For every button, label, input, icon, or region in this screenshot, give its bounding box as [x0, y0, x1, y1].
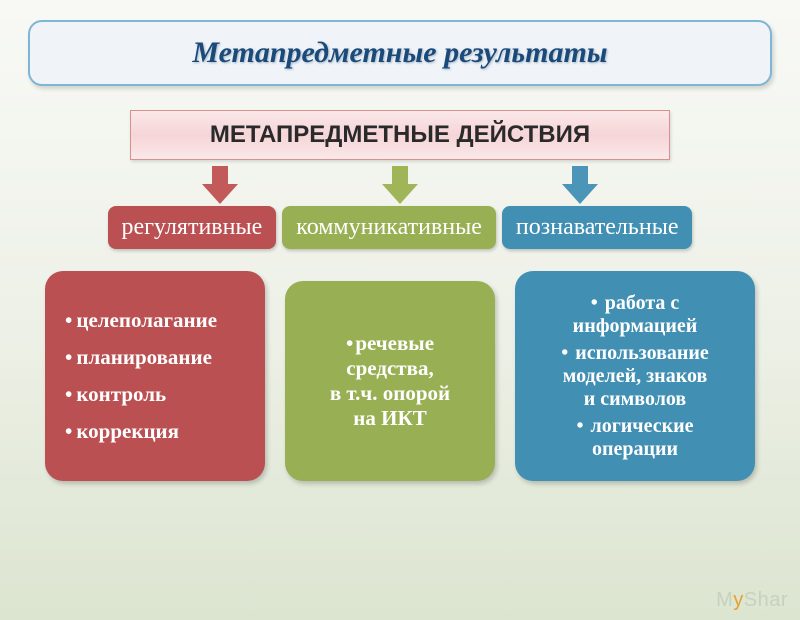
watermark: MyShar — [716, 589, 788, 612]
card-item-line: моделей, знаков — [563, 365, 708, 387]
watermark-pre: M — [716, 589, 733, 611]
card-item: планирование — [59, 345, 251, 370]
card-cognitive: работа с информацией использование модел… — [515, 271, 755, 481]
card-item: работа с информацией — [529, 292, 741, 338]
category-chips-row: регулятивные коммуникативные познаватель… — [0, 206, 800, 249]
chip-label: коммуникативные — [296, 214, 482, 240]
subtitle-bar: МЕТАПРЕДМЕТНЫЕ ДЕЙСТВИЯ — [130, 110, 670, 160]
chip-communicative: коммуникативные — [282, 206, 496, 249]
chip-label: регулятивные — [122, 214, 263, 240]
card-item: логические операции — [529, 415, 741, 461]
card-line: в т.ч. опорой — [299, 381, 481, 406]
page-title: Метапредметные результаты — [30, 36, 770, 70]
card-item-line: логические — [590, 415, 693, 437]
chip-label: познавательные — [516, 214, 679, 240]
card-item-line: и символов — [584, 388, 686, 410]
title-bar: Метапредметные результаты — [28, 20, 772, 86]
card-line: средства, — [299, 356, 481, 381]
card-item: целеполагание — [59, 308, 251, 333]
cards-row: целеполагание планирование контроль корр… — [0, 271, 800, 481]
card-item-line: работа с — [605, 292, 680, 314]
card-item: использование моделей, знаков и символов — [529, 342, 741, 411]
card-communicative: речевые средства, в т.ч. опорой на ИКТ — [285, 281, 495, 481]
card-item-line: использование — [575, 342, 709, 364]
card-item-line: информацией — [573, 315, 698, 337]
card-regulative: целеполагание планирование контроль корр… — [45, 271, 265, 481]
card-line: на ИКТ — [299, 406, 481, 431]
card-line: речевые — [346, 331, 434, 355]
watermark-post: Shar — [744, 589, 788, 611]
chip-cognitive: познавательные — [502, 206, 693, 249]
watermark-accent: y — [733, 589, 744, 611]
chip-regulative: регулятивные — [108, 206, 277, 249]
card-item-line: операции — [592, 438, 678, 460]
card-item: контроль — [59, 382, 251, 407]
card-item: коррекция — [59, 419, 251, 444]
subtitle-text: МЕТАПРЕДМЕТНЫЕ ДЕЙСТВИЯ — [131, 121, 669, 149]
arrows-row — [0, 164, 800, 204]
